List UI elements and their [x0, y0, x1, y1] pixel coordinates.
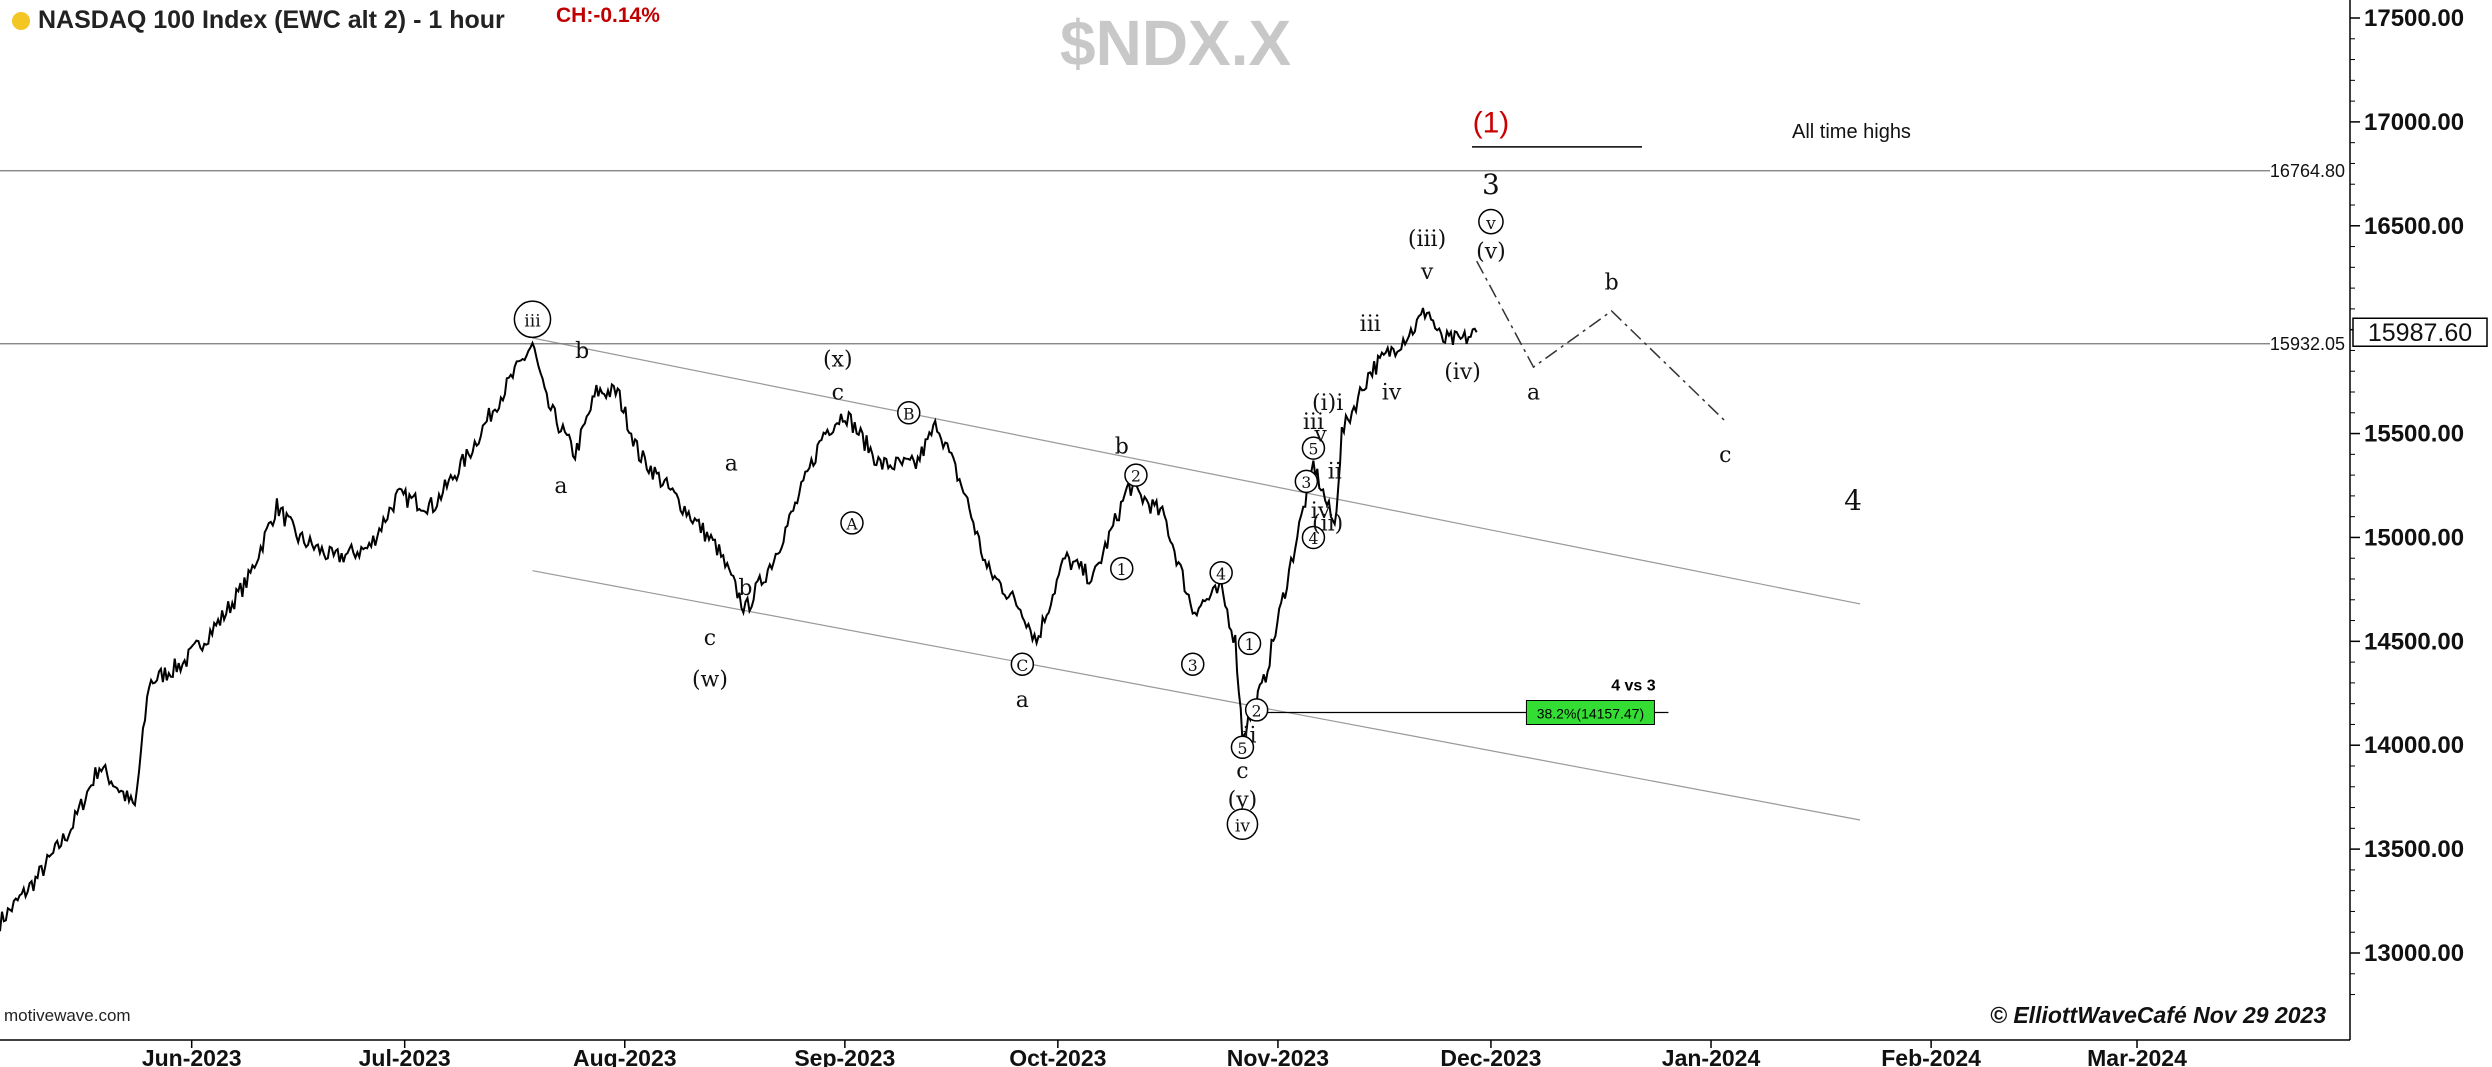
- wave-label: iv: [1382, 381, 1402, 406]
- wave-label: 5: [1237, 740, 1247, 758]
- x-tick-label: Nov-2023: [1227, 1045, 1329, 1067]
- wave-label: 1: [1245, 636, 1255, 654]
- ath-note: All time highs: [1792, 121, 1911, 143]
- y-tick-label: 14500.00: [2364, 628, 2464, 655]
- wave-label: iii: [1303, 410, 1324, 435]
- wave-label: v: [1420, 260, 1434, 285]
- wave-label: (v): [1476, 239, 1506, 264]
- wave-label-circle: [1301, 436, 1326, 460]
- y-tick-label: 17000.00: [2364, 109, 2464, 136]
- wave-label: 1: [1117, 561, 1127, 579]
- wave-label: c: [1236, 759, 1248, 784]
- fib-target-box: [1525, 700, 1655, 726]
- wave-label: b: [1605, 271, 1619, 296]
- y-tick-label: 13500.00: [2364, 836, 2464, 863]
- x-tick-label: Mar-2024: [2087, 1045, 2187, 1067]
- source-label: motivewave.com: [4, 1006, 131, 1025]
- wave-label: 2: [1131, 468, 1141, 486]
- last-price-box: [2352, 317, 2488, 347]
- projection-path: [1476, 260, 1726, 422]
- wave-label: (1): [1473, 106, 1510, 139]
- wave-label: 2: [1252, 703, 1262, 721]
- wave-label: iii: [1360, 312, 1381, 337]
- wave-label: C: [1016, 657, 1028, 675]
- wave-label-circle: [1301, 525, 1326, 550]
- wave-label-circle: [840, 511, 864, 535]
- wave-label-circle: [897, 401, 921, 425]
- wave-label: iv: [1311, 499, 1331, 524]
- wave-label: 4: [1308, 530, 1318, 548]
- wave-label-circle: [1124, 463, 1148, 487]
- x-tick-label: Sep-2023: [794, 1045, 895, 1067]
- status-dot: [12, 12, 30, 30]
- level-label-1: 15932.05: [2270, 334, 2345, 354]
- wave-label: c: [832, 381, 844, 406]
- wave-label: iv: [1235, 816, 1250, 836]
- wave-label-circle: [1478, 208, 1504, 235]
- price-line: [0, 307, 1478, 932]
- wave-label: ii: [1328, 460, 1342, 485]
- x-tick-label: Jul-2023: [359, 1045, 451, 1067]
- wave-label: (w): [692, 667, 728, 692]
- wave-label-circle: [1226, 808, 1259, 841]
- wave-label: a: [1016, 688, 1029, 713]
- change-readout: CH:-0.14%: [556, 4, 660, 27]
- x-tick-label: Oct-2023: [1009, 1045, 1106, 1067]
- symbol-watermark: $NDX.X: [1060, 7, 1292, 79]
- wave-label-circle: [1294, 469, 1319, 494]
- wave-label: 3: [1301, 474, 1311, 492]
- wave-label-circle: [1010, 652, 1035, 676]
- wave-label-circle: [1209, 561, 1233, 585]
- wave-label: v: [1313, 422, 1327, 447]
- y-tick-label: 15000.00: [2364, 524, 2464, 551]
- wave-label: 3: [1188, 657, 1198, 675]
- wave-label-circle: [1244, 698, 1269, 722]
- y-tick-label: 17500.00: [2364, 5, 2464, 32]
- wave-label: c: [704, 626, 716, 651]
- y-tick-label: 13000.00: [2364, 940, 2464, 967]
- wave-label-circle: [1110, 556, 1134, 581]
- x-tick-label: Jun-2023: [142, 1045, 242, 1067]
- x-tick-label: Aug-2023: [573, 1045, 677, 1067]
- y-tick-label: 16500.00: [2364, 213, 2464, 240]
- wave-label: (x): [823, 347, 853, 372]
- wave-label-circle: [1180, 652, 1205, 676]
- wave-label: a: [1527, 381, 1540, 406]
- wave-label: (i)i: [1312, 391, 1343, 416]
- wave-label: c: [1719, 443, 1731, 468]
- x-tick-label: Dec-2023: [1440, 1045, 1541, 1067]
- wave-label: B: [903, 405, 914, 423]
- wave-label: v: [1485, 214, 1496, 234]
- wave-label: a: [554, 474, 567, 499]
- wave-label-circle: [1230, 735, 1255, 760]
- credit-label: © ElliottWaveCafé Nov 29 2023: [1990, 1002, 2327, 1028]
- last-price-label: 15987.60: [2368, 319, 2472, 347]
- wave-label: b: [1115, 435, 1129, 460]
- y-tick-label: 14000.00: [2364, 732, 2464, 759]
- channel-lower-line: [532, 570, 1861, 821]
- wave-label-circle: [1237, 631, 1262, 656]
- fib-target-label: 38.2%(14157.47): [1537, 706, 1644, 722]
- x-tick-label: Feb-2024: [1881, 1045, 1981, 1067]
- channel-upper-line: [532, 337, 1861, 605]
- wave-label: (iv): [1444, 360, 1481, 385]
- wave-label: 4: [1216, 565, 1226, 583]
- wave-label: 5: [1308, 441, 1318, 459]
- wave-label: (iii): [1408, 227, 1446, 252]
- wave-label: 3: [1482, 168, 1500, 201]
- y-tick-label: 15500.00: [2364, 421, 2464, 448]
- wave-label: A: [845, 516, 858, 534]
- level-label-0: 16764.80: [2270, 161, 2345, 181]
- wave-label: iii: [524, 312, 541, 332]
- chart-title: NASDAQ 100 Index (EWC alt 2) - 1 hour: [38, 6, 505, 34]
- fib-target-note: 4 vs 3: [1611, 678, 1656, 695]
- wave-label: (ii): [1312, 512, 1343, 537]
- wave-label: b: [738, 576, 752, 601]
- wave-label: b: [575, 339, 589, 364]
- x-tick-label: Jan-2024: [1662, 1045, 1761, 1067]
- wave-label: a: [725, 451, 738, 476]
- wave-label-circle: [513, 300, 552, 339]
- wave-label: 4: [1844, 484, 1862, 517]
